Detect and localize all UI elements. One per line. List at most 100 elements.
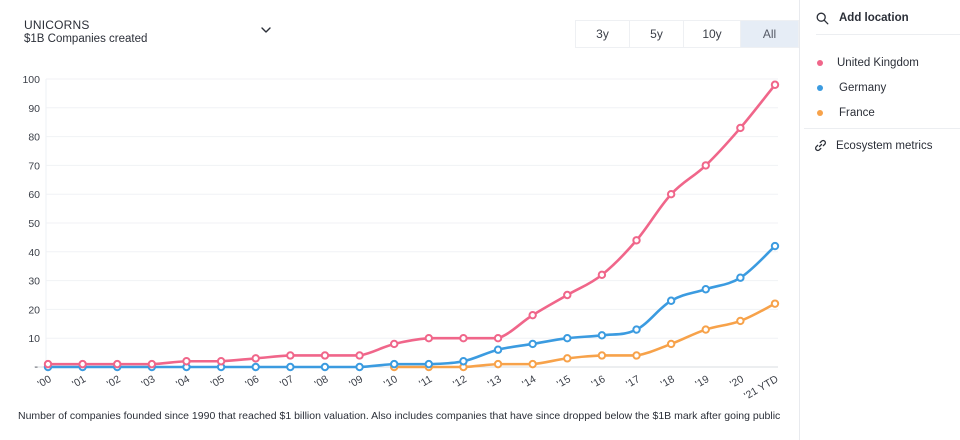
grid-lines (34, 78, 778, 368)
legend-label: United Kingdom (837, 56, 919, 69)
x-tick-label: '03 (140, 373, 158, 390)
x-tick-label: '20 (728, 373, 746, 390)
data-point-united-kingdom (43, 359, 53, 369)
chart-title: UNICORNS (24, 18, 90, 32)
data-point-germany (736, 273, 745, 282)
data-point-united-kingdom (355, 351, 364, 360)
ecosystem-metrics-label: Ecosystem metrics (836, 139, 933, 152)
data-point-united-kingdom (459, 334, 468, 343)
data-point-germany (632, 325, 641, 334)
data-point-germany (493, 345, 503, 354)
data-point-germany (251, 362, 260, 372)
x-tick-label: '14 (520, 373, 538, 390)
chart-panel: UNICORNS $1B Companies created 3y 5y 10y… (18, 18, 799, 422)
data-point-germany (320, 362, 330, 372)
y-tick-label: 70 (28, 160, 40, 172)
y-axis-ticks: - 10 20 30 40 50 60 70 80 90 100 (22, 74, 40, 373)
data-point-united-kingdom (701, 161, 710, 170)
legend-item-france[interactable]: France (817, 100, 919, 125)
x-tick-label: '15 (555, 373, 573, 390)
series-line-france (392, 302, 777, 369)
chart-header: UNICORNS $1B Companies created (24, 18, 147, 46)
y-tick-label: 50 (28, 218, 40, 230)
legend-item-united-kingdom[interactable]: United Kingdom (817, 50, 919, 75)
range-10y-button[interactable]: 10y (684, 21, 741, 47)
divider (804, 128, 960, 129)
legend-item-germany[interactable]: Germany (817, 75, 919, 100)
range-all-button[interactable]: All (741, 21, 798, 47)
range-3y-button[interactable]: 3y (576, 21, 630, 47)
data-point-united-kingdom (666, 190, 676, 199)
data-point-france (770, 299, 780, 308)
data-point-france (632, 351, 641, 360)
data-point-france (528, 359, 537, 369)
y-tick-label-zero: - (35, 361, 39, 373)
data-point-united-kingdom (528, 310, 537, 320)
data-point-germany (459, 357, 468, 366)
data-point-united-kingdom (770, 80, 780, 89)
legend-label: Germany (839, 81, 887, 94)
x-tick-label: '19 (693, 373, 711, 390)
data-point-france (597, 351, 607, 360)
sidebar: Add location United Kingdom Germany Fran… (799, 0, 960, 440)
add-location-button[interactable]: Add location (816, 10, 909, 26)
series-line-germany (46, 244, 777, 369)
ecosystem-metrics-link[interactable]: Ecosystem metrics (814, 139, 933, 152)
data-point-united-kingdom (632, 236, 641, 245)
data-point-germany (355, 362, 364, 372)
x-tick-label: '21 YTD (742, 373, 781, 400)
y-tick-label: 10 (28, 333, 40, 345)
x-tick-label: '04 (174, 373, 192, 390)
series-united-kingdom (43, 80, 780, 369)
series-line-united-kingdom (46, 83, 777, 366)
data-point-united-kingdom (320, 351, 330, 360)
data-point-france (736, 316, 745, 326)
x-tick-label: '09 (347, 373, 365, 390)
data-point-france (666, 339, 676, 349)
data-point-united-kingdom (286, 351, 295, 360)
x-tick-label: '00 (36, 373, 54, 390)
x-tick-label: '17 (624, 373, 642, 390)
legend-dot-icon (817, 59, 823, 66)
data-point-germany (563, 334, 572, 343)
data-point-germany (701, 285, 710, 294)
data-point-germany (286, 362, 295, 372)
x-tick-label: '13 (486, 373, 504, 390)
data-point-germany (389, 359, 399, 369)
data-point-united-kingdom (424, 334, 434, 343)
data-point-germany (770, 241, 780, 251)
series-lines (43, 80, 780, 372)
data-point-united-kingdom (251, 354, 260, 363)
range-5y-button[interactable]: 5y (630, 21, 684, 47)
data-point-united-kingdom (216, 357, 226, 366)
add-location-label: Add location (839, 12, 909, 24)
series-germany (43, 241, 780, 372)
time-range-selector: 3y 5y 10y All (575, 20, 799, 48)
link-icon (815, 139, 826, 152)
data-point-united-kingdom (389, 339, 399, 349)
legend-label: France (839, 106, 875, 119)
data-point-united-kingdom (493, 334, 503, 343)
x-tick-label: '11 (417, 373, 434, 390)
data-point-france (563, 354, 572, 363)
x-axis-ticks: '00 '01 '02 '03 '04 '05 '06 '07 '08 '09 '10 '11 '12 '… (36, 373, 781, 400)
data-point-united-kingdom (113, 359, 122, 369)
data-point-germany (424, 359, 434, 369)
search-icon (816, 12, 829, 24)
y-tick-label: 60 (28, 189, 40, 201)
data-point-france (493, 359, 503, 369)
x-tick-label: '12 (451, 373, 469, 390)
x-tick-label: '16 (590, 373, 608, 390)
y-tick-label: 90 (28, 103, 40, 115)
data-point-united-kingdom (563, 290, 572, 300)
y-tick-label: 20 (28, 304, 40, 316)
x-tick-label: '18 (659, 373, 677, 390)
metric-dropdown-chevron-icon[interactable] (258, 22, 274, 38)
data-point-germany (666, 296, 676, 305)
chart-subtitle: $1B Companies created (24, 33, 148, 45)
x-tick-label: '10 (382, 373, 400, 390)
x-tick-label: '07 (278, 373, 296, 390)
data-point-united-kingdom (147, 359, 157, 369)
data-point-united-kingdom (736, 123, 745, 133)
